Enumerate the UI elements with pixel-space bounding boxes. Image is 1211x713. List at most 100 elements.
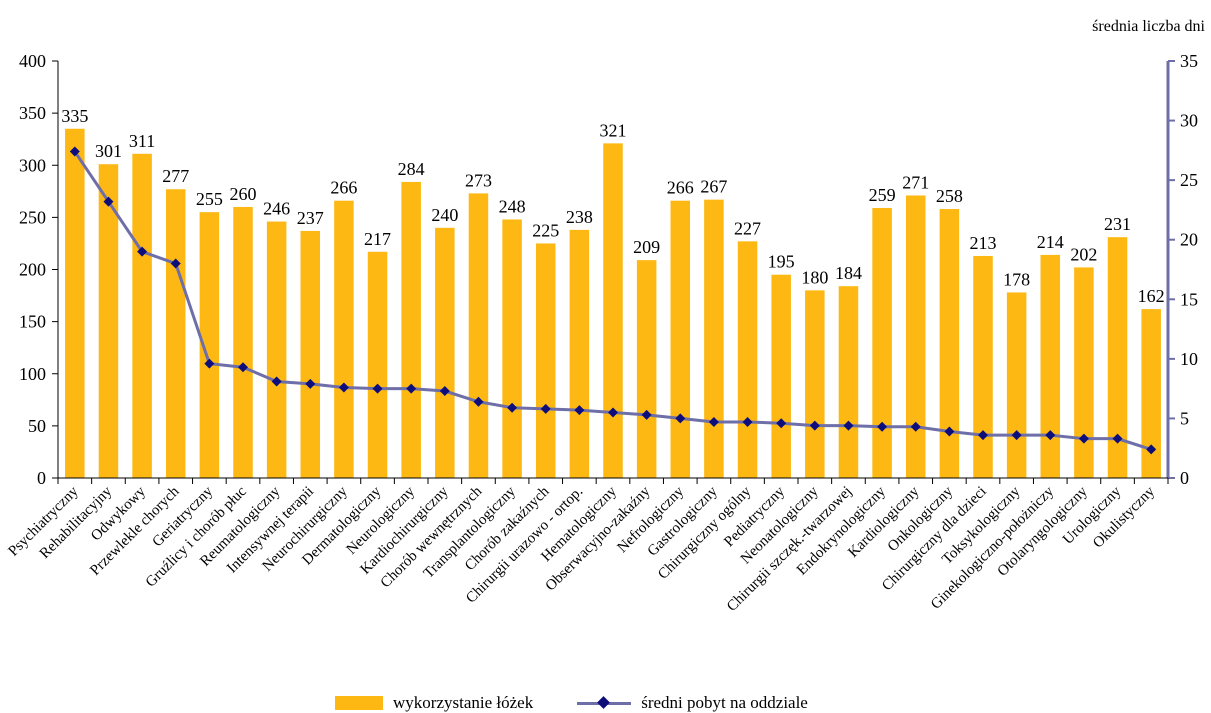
- bar: [1040, 254, 1061, 478]
- bar: [569, 229, 590, 478]
- bar: [266, 221, 287, 479]
- bar: [973, 255, 993, 478]
- right-axis-tick-label: 25: [1180, 170, 1198, 190]
- bar-value-label: 209: [633, 237, 660, 257]
- legend-bar-label: wykorzystanie łóżek: [393, 693, 534, 712]
- bar: [367, 251, 388, 478]
- bar-value-label: 246: [263, 199, 290, 219]
- bar: [535, 243, 556, 478]
- line-marker: [843, 420, 854, 431]
- line-marker: [641, 409, 652, 420]
- line-marker: [170, 258, 181, 269]
- line-marker: [809, 420, 820, 431]
- bar: [737, 241, 758, 478]
- line-marker: [271, 376, 282, 387]
- bar: [1074, 267, 1094, 478]
- bar-value-label: 255: [196, 189, 223, 209]
- legend-item-bars: wykorzystanie łóżek: [335, 693, 533, 713]
- bar-value-label: 240: [431, 205, 458, 225]
- right-axis-tick-label: 10: [1180, 349, 1198, 369]
- bar: [468, 193, 489, 478]
- bar: [98, 164, 119, 478]
- bar: [165, 189, 186, 479]
- bar: [199, 212, 220, 478]
- bar: [771, 274, 791, 478]
- bar-value-label: 248: [499, 196, 526, 216]
- left-axis-tick-label: 150: [19, 312, 46, 332]
- left-axis-tick-label: 300: [19, 155, 46, 175]
- line-marker: [473, 396, 484, 407]
- line-marker: [574, 405, 585, 416]
- bar-value-label: 301: [95, 141, 122, 161]
- line-marker: [944, 426, 955, 437]
- right-axis-tick-label: 35: [1180, 51, 1198, 71]
- line-marker: [439, 386, 450, 397]
- bar: [670, 200, 691, 478]
- line-marker: [1112, 433, 1123, 444]
- bar-value-label: 162: [1138, 286, 1165, 306]
- right-axis-tick-label: 30: [1180, 111, 1198, 131]
- line-marker: [507, 402, 518, 413]
- bar: [905, 195, 926, 479]
- legend-line-label: średni pobyt na oddziale: [641, 693, 808, 712]
- right-axis-tick-label: 0: [1180, 468, 1189, 488]
- bar-value-label: 178: [1003, 269, 1030, 289]
- bar-value-label: 237: [297, 208, 324, 228]
- legend: wykorzystanie łóżek średni pobyt na oddz…: [335, 693, 808, 713]
- line-marker: [742, 417, 753, 428]
- line-marker: [540, 403, 551, 414]
- bar: [401, 181, 421, 478]
- bar: [704, 199, 724, 478]
- line-marker: [877, 421, 888, 432]
- legend-line-swatch: [577, 696, 632, 710]
- left-axis-tick-label: 350: [19, 103, 46, 123]
- bar-value-label: 227: [734, 218, 761, 238]
- bar: [300, 230, 321, 478]
- bar: [502, 219, 522, 478]
- left-axis-tick-label: 250: [19, 207, 46, 227]
- bar: [233, 206, 253, 478]
- line-marker: [608, 407, 618, 418]
- line-marker: [708, 417, 719, 428]
- line-marker: [305, 378, 316, 389]
- line-marker: [69, 146, 80, 157]
- bar-value-label: 266: [667, 178, 694, 198]
- line-marker: [406, 383, 417, 394]
- bar-value-label: 321: [600, 120, 627, 140]
- right-axis-tick-label: 15: [1180, 289, 1198, 309]
- bar-value-label: 267: [700, 177, 727, 197]
- bar-value-label: 213: [970, 233, 997, 253]
- line-marker: [103, 196, 114, 207]
- legend-item-line: średni pobyt na oddziale: [577, 693, 808, 713]
- bar: [132, 153, 152, 478]
- bar-value-label: 195: [768, 252, 795, 272]
- line-marker: [137, 246, 148, 257]
- right-axis-title: średnia liczba dni: [1092, 18, 1205, 35]
- bar-value-label: 273: [465, 170, 492, 190]
- bar: [838, 286, 859, 478]
- bar: [65, 128, 85, 478]
- bar-value-label: 311: [129, 131, 155, 151]
- bar: [805, 290, 825, 478]
- line-marker: [204, 358, 215, 369]
- bar: [1141, 309, 1161, 478]
- line-marker: [910, 421, 921, 432]
- bar: [1006, 292, 1027, 478]
- line-marker: [238, 362, 248, 373]
- bar: [334, 200, 354, 478]
- bar: [435, 227, 455, 478]
- bar-value-label: 225: [532, 220, 559, 240]
- bar-value-label: 217: [364, 229, 391, 249]
- left-axis-tick-label: 400: [19, 51, 46, 71]
- bar-value-label: 284: [398, 159, 425, 179]
- line-marker: [338, 382, 349, 393]
- legend-bar-swatch: [335, 696, 383, 710]
- bar-value-label: 238: [566, 207, 593, 227]
- bar-value-label: 214: [1037, 232, 1064, 252]
- bar-value-label: 180: [801, 267, 828, 287]
- bar-value-label: 258: [936, 186, 963, 206]
- left-axis-tick-label: 50: [28, 416, 46, 436]
- line-marker: [1146, 444, 1157, 455]
- bar-value-label: 277: [162, 166, 189, 186]
- bar-value-label: 271: [902, 172, 929, 192]
